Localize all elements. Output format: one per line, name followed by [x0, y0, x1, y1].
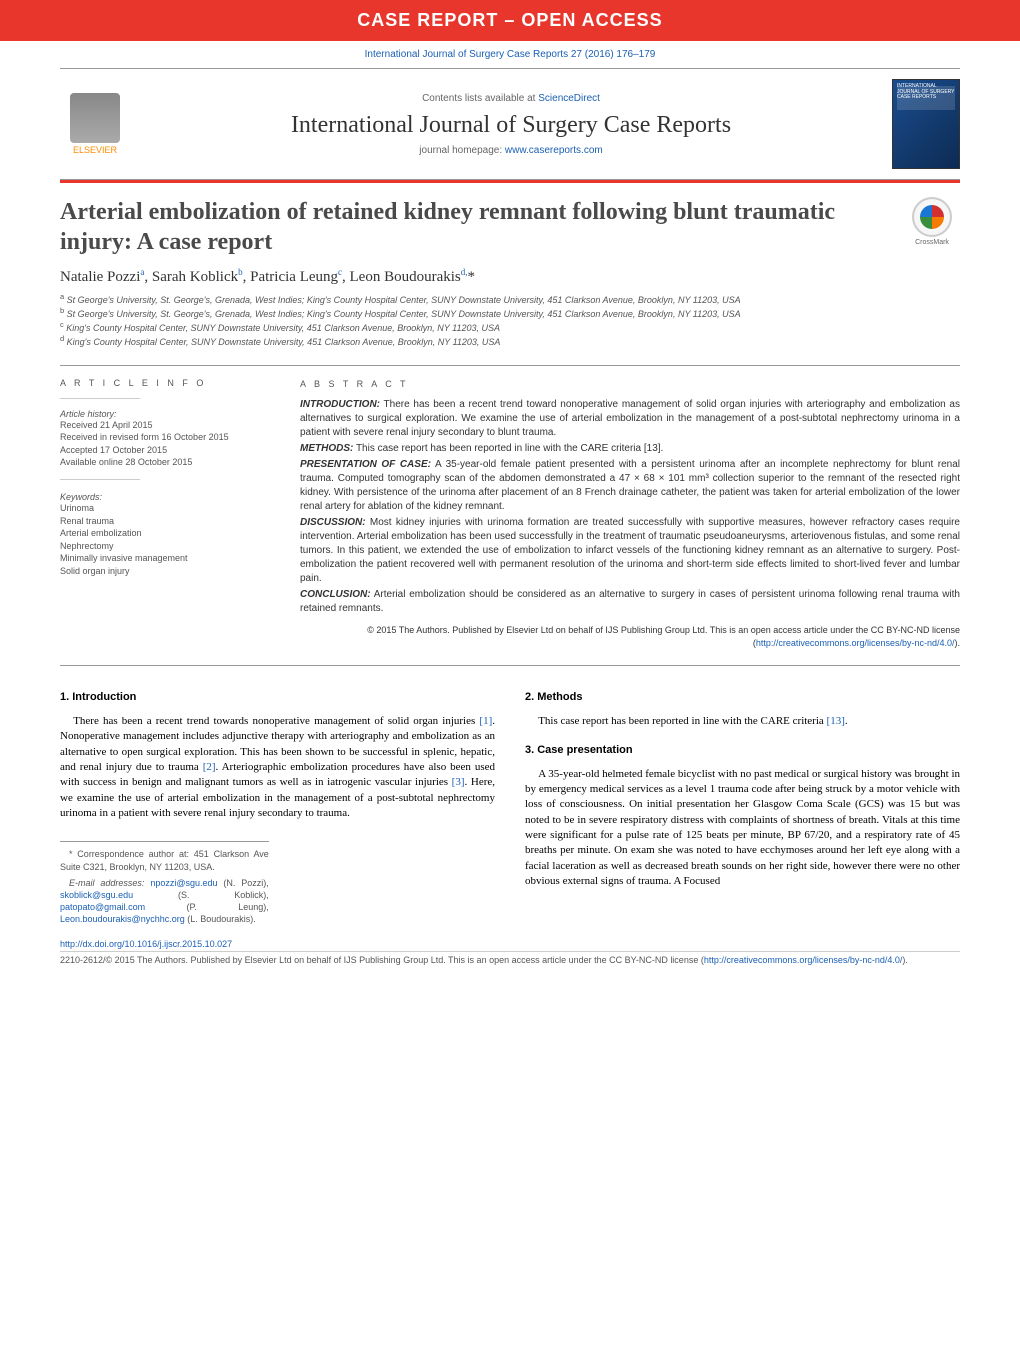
section-3-heading: 3. Case presentation — [525, 743, 960, 758]
abstract-text: This case report has been reported in li… — [353, 443, 663, 454]
contents-prefix: Contents lists available at — [422, 93, 538, 104]
homepage-line: journal homepage: www.casereports.com — [150, 145, 872, 156]
keyword: Minimally invasive management — [60, 552, 270, 565]
intro-paragraph: There has been a recent trend towards no… — [60, 714, 495, 822]
abstract-label: METHODS: — [300, 443, 353, 454]
elsevier-logo: ELSEVIER — [60, 84, 130, 164]
abstract-section: DISCUSSION: Most kidney injuries with ur… — [300, 516, 960, 586]
history-line: Received in revised form 16 October 2015 — [60, 431, 270, 444]
header-center: Contents lists available at ScienceDirec… — [150, 93, 872, 156]
history-line: Received 21 April 2015 — [60, 419, 270, 432]
email-who: (S. Koblick), — [133, 890, 269, 900]
email-link[interactable]: Leon.boudourakis@nychhc.org — [60, 914, 185, 924]
abstract-text: Arterial embolization should be consider… — [300, 589, 960, 614]
license-post: ). — [902, 955, 908, 965]
intro-text-1: There has been a recent trend towards no… — [73, 715, 479, 727]
ref-2-link[interactable]: [2] — [203, 761, 216, 773]
abstract-copyright: © 2015 The Authors. Published by Elsevie… — [300, 624, 960, 649]
column-left: 1. Introduction There has been a recent … — [60, 690, 495, 929]
license-footer: 2210-2612/© 2015 The Authors. Published … — [60, 951, 960, 966]
abstract-section: METHODS: This case report has been repor… — [300, 442, 960, 456]
article-info-heading: a r t i c l e i n f o — [60, 378, 270, 388]
abstract-section: INTRODUCTION: There has been a recent tr… — [300, 398, 960, 440]
ref-13-link[interactable]: [13] — [827, 715, 845, 727]
crossmark-label: CrossMark — [915, 239, 949, 246]
cc-license-link[interactable]: http://creativecommons.org/licenses/by-n… — [756, 638, 955, 648]
homepage-prefix: journal homepage: — [419, 145, 505, 156]
methods-paragraph: This case report has been reported in li… — [525, 714, 960, 729]
elsevier-text: ELSEVIER — [73, 145, 117, 155]
ref-3-link[interactable]: [3] — [452, 776, 465, 788]
crossmark-icon — [912, 197, 952, 237]
abstract-section: CONCLUSION: Arterial embolization should… — [300, 588, 960, 616]
sciencedirect-link[interactable]: ScienceDirect — [538, 93, 600, 104]
citation-line: International Journal of Surgery Case Re… — [0, 41, 1020, 64]
affiliation-line: d King's County Hospital Center, SUNY Do… — [60, 334, 960, 348]
abstract-label: CONCLUSION: — [300, 589, 371, 600]
journal-header: ELSEVIER Contents lists available at Sci… — [60, 68, 960, 180]
email-link[interactable]: npozzi@sgu.edu — [150, 878, 217, 888]
open-access-banner: CASE REPORT – OPEN ACCESS — [0, 0, 1020, 41]
license-link[interactable]: http://creativecommons.org/licenses/by-n… — [704, 955, 903, 965]
section-1-heading: 1. Introduction — [60, 690, 495, 705]
abstract-label: INTRODUCTION: — [300, 399, 380, 410]
ref-1-link[interactable]: [1] — [479, 715, 492, 727]
elsevier-tree-icon — [70, 93, 120, 143]
email-link[interactable]: skoblick@sgu.edu — [60, 890, 133, 900]
abstract-heading: a b s t r a c t — [300, 378, 960, 391]
email-who: (L. Boudourakis). — [185, 914, 256, 924]
affiliation-line: c King's County Hospital Center, SUNY Do… — [60, 320, 960, 334]
body-columns: 1. Introduction There has been a recent … — [60, 690, 960, 929]
abstract-text: Most kidney injuries with urinoma format… — [300, 517, 960, 584]
history-line: Accepted 17 October 2015 — [60, 444, 270, 457]
license-pre: 2210-2612/© 2015 The Authors. Published … — [60, 955, 704, 965]
article-title: Arterial embolization of retained kidney… — [60, 197, 884, 257]
affiliations-block: a St George's University, St. George's, … — [60, 292, 960, 349]
email-label: E-mail addresses: — [69, 878, 150, 888]
title-row: Arterial embolization of retained kidney… — [60, 197, 960, 257]
contents-available-line: Contents lists available at ScienceDirec… — [150, 93, 872, 104]
section-2-heading: 2. Methods — [525, 690, 960, 705]
affiliation-line: a St George's University, St. George's, … — [60, 292, 960, 306]
history-label: Article history: — [60, 409, 270, 419]
homepage-link[interactable]: www.casereports.com — [505, 145, 603, 156]
keyword: Nephrectomy — [60, 540, 270, 553]
abstract-text: There has been a recent trend toward non… — [300, 399, 960, 438]
methods-text-2: . — [845, 715, 848, 727]
case-paragraph: A 35-year-old helmeted female bicyclist … — [525, 767, 960, 890]
red-divider — [60, 180, 960, 183]
abstract-label: DISCUSSION: — [300, 517, 366, 528]
crossmark-badge[interactable]: CrossMark — [904, 197, 960, 253]
authors-line: Natalie Pozzia, Sarah Koblickb, Patricia… — [60, 267, 960, 286]
email-who: (N. Pozzi), — [218, 878, 269, 888]
abstract-section: PRESENTATION OF CASE: A 35-year-old fema… — [300, 458, 960, 514]
keyword: Arterial embolization — [60, 527, 270, 540]
email-addresses-line: E-mail addresses: npozzi@sgu.edu (N. Poz… — [60, 877, 269, 926]
article-info-column: a r t i c l e i n f o Article history: R… — [60, 378, 270, 650]
history-line: Available online 28 October 2015 — [60, 456, 270, 469]
keyword: Solid organ injury — [60, 565, 270, 578]
abstract-column: a b s t r a c t INTRODUCTION: There has … — [300, 378, 960, 650]
keyword: Renal trauma — [60, 515, 270, 528]
doi-line: http://dx.doi.org/10.1016/j.ijscr.2015.1… — [60, 939, 960, 949]
info-abstract-row: a r t i c l e i n f o Article history: R… — [60, 365, 960, 667]
copyright-post: ). — [955, 638, 961, 648]
email-who: (P. Leung), — [145, 902, 269, 912]
doi-link[interactable]: http://dx.doi.org/10.1016/j.ijscr.2015.1… — [60, 939, 232, 949]
methods-text-1: This case report has been reported in li… — [538, 715, 826, 727]
abstract-label: PRESENTATION OF CASE: — [300, 459, 431, 470]
affiliation-line: b St George's University, St. George's, … — [60, 306, 960, 320]
keyword: Urinoma — [60, 502, 270, 515]
column-right: 2. Methods This case report has been rep… — [525, 690, 960, 929]
email-link[interactable]: patopato@gmail.com — [60, 902, 145, 912]
correspondence-note: * Correspondence author at: 451 Clarkson… — [60, 848, 269, 872]
journal-cover-thumbnail: INTERNATIONAL JOURNAL OF SURGERY CASE RE… — [892, 79, 960, 169]
journal-name: International Journal of Surgery Case Re… — [150, 112, 872, 139]
footnotes-block: * Correspondence author at: 451 Clarkson… — [60, 841, 269, 925]
cover-title: INTERNATIONAL JOURNAL OF SURGERY CASE RE… — [897, 84, 955, 101]
keywords-label: Keywords: — [60, 492, 270, 502]
